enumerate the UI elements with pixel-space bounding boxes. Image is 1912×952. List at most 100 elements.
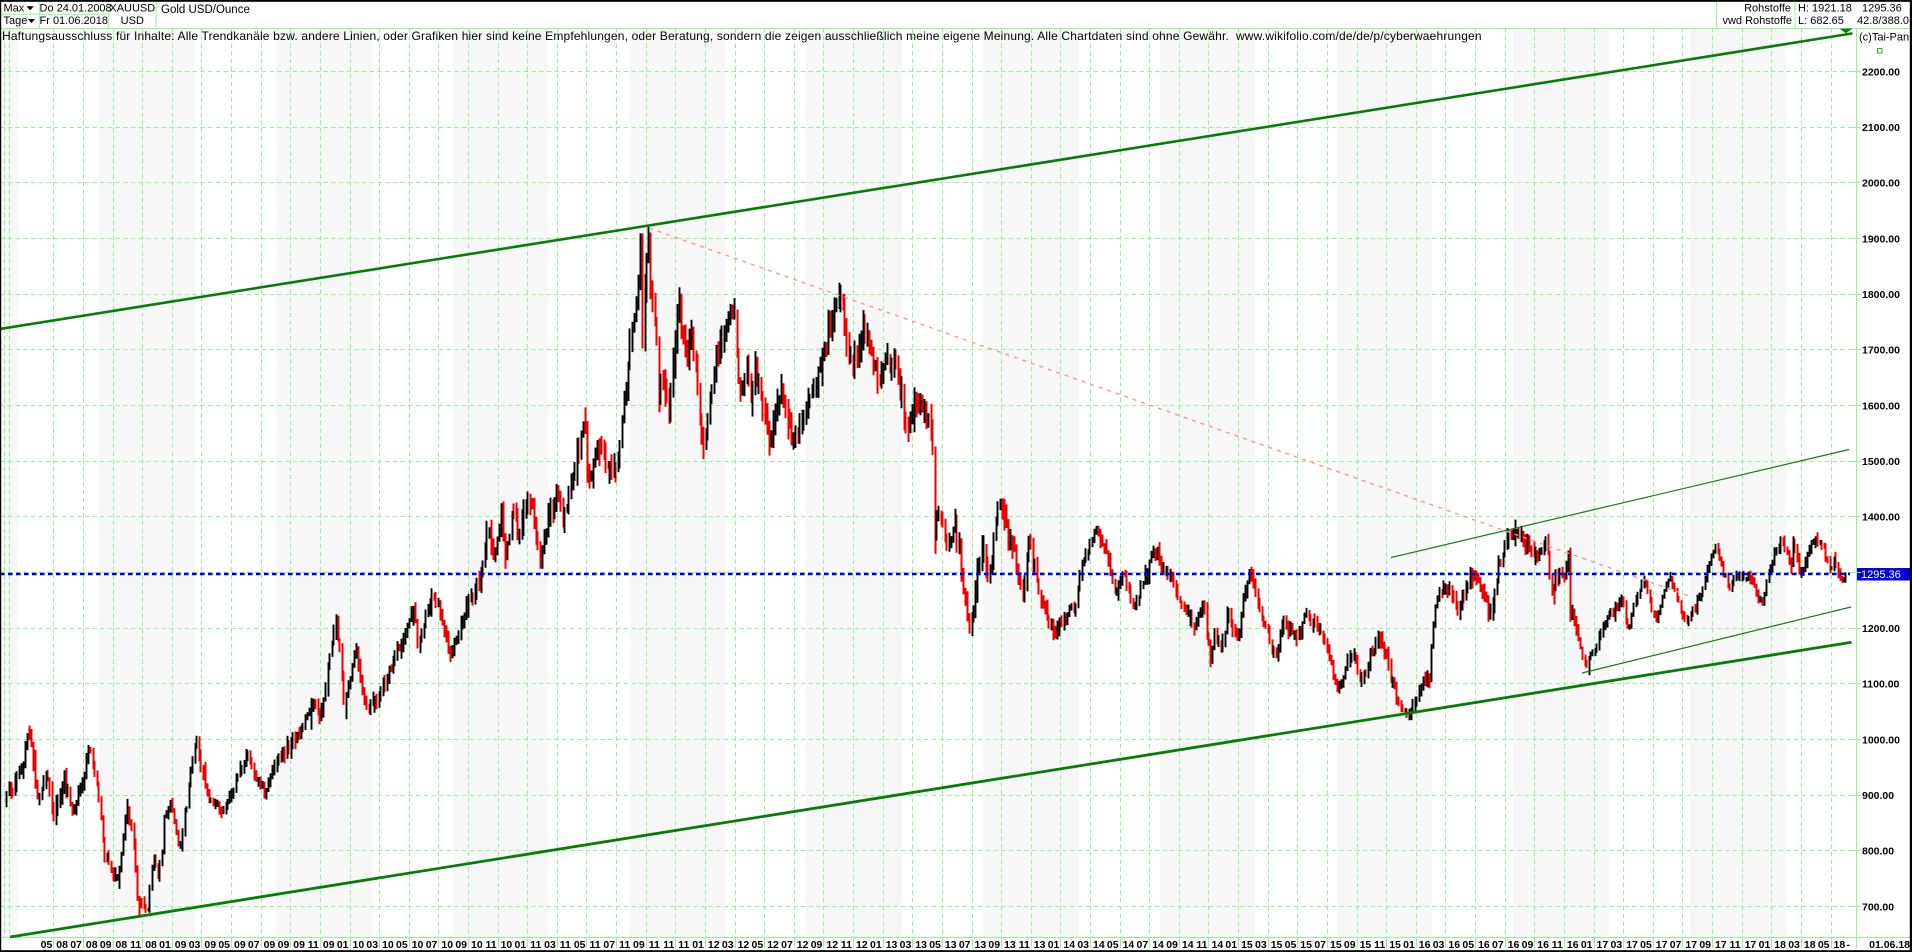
svg-text:11: 11	[485, 939, 496, 951]
svg-text:05: 05	[218, 939, 230, 951]
svg-text:01.06.18: 01.06.18	[1869, 939, 1910, 951]
svg-text:12: 12	[826, 939, 838, 951]
svg-text:01: 01	[1225, 939, 1237, 951]
svg-text:(c)Tai-Pan: (c)Tai-Pan	[1859, 32, 1909, 44]
svg-text:13: 13	[886, 939, 898, 951]
svg-text:09: 09	[100, 939, 112, 951]
svg-text:10: 10	[471, 939, 483, 951]
svg-text:03: 03	[189, 939, 201, 951]
svg-text:13: 13	[975, 939, 987, 951]
svg-text:11: 11	[649, 939, 660, 951]
svg-text:13: 13	[945, 939, 957, 951]
svg-text:09: 09	[204, 939, 216, 951]
svg-text:01: 01	[159, 939, 171, 951]
svg-text:12: 12	[738, 939, 750, 951]
svg-text:07: 07	[1670, 939, 1682, 951]
svg-text:2000.00: 2000.00	[1862, 178, 1900, 190]
svg-text:1800.00: 1800.00	[1862, 289, 1900, 301]
svg-text:17: 17	[1597, 939, 1609, 951]
svg-text:09: 09	[811, 939, 823, 951]
svg-text:Max: Max	[4, 3, 25, 15]
svg-text:09: 09	[264, 939, 276, 951]
svg-text:USD: USD	[121, 15, 144, 27]
svg-text:05: 05	[1640, 939, 1652, 951]
svg-text:07: 07	[603, 939, 615, 951]
svg-text:Gold USD/Ounce: Gold USD/Ounce	[161, 4, 250, 16]
svg-text:09: 09	[1699, 939, 1711, 951]
svg-text:07: 07	[1492, 939, 1504, 951]
svg-text:12: 12	[856, 939, 868, 951]
svg-text:09: 09	[175, 939, 187, 951]
svg-text:09: 09	[323, 939, 335, 951]
svg-text:03: 03	[544, 939, 556, 951]
svg-text:10: 10	[353, 939, 365, 951]
svg-text:1900.00: 1900.00	[1862, 233, 1900, 245]
svg-text:16: 16	[1478, 939, 1490, 951]
svg-text:17: 17	[1656, 939, 1668, 951]
svg-text:1200.00: 1200.00	[1862, 623, 1900, 635]
svg-text:16: 16	[1537, 939, 1549, 951]
svg-text:03: 03	[1255, 939, 1267, 951]
svg-text:14: 14	[1093, 939, 1105, 951]
svg-text:01: 01	[692, 939, 704, 951]
svg-text:09: 09	[1522, 939, 1534, 951]
svg-text:H: 1921.18: H: 1921.18	[1798, 3, 1852, 15]
svg-text:15: 15	[1389, 939, 1401, 951]
svg-text:11: 11	[590, 939, 601, 951]
svg-text:vwd Rohstoffe: vwd Rohstoffe	[1722, 15, 1792, 27]
svg-text:800.00: 800.00	[1862, 846, 1894, 858]
svg-text:Do 24.01.2008: Do 24.01.2008	[40, 3, 112, 15]
svg-text:05: 05	[574, 939, 586, 951]
svg-text:08: 08	[86, 939, 98, 951]
svg-text:11: 11	[1374, 939, 1385, 951]
svg-text:11: 11	[1552, 939, 1563, 951]
svg-text:05: 05	[929, 939, 941, 951]
svg-text:05: 05	[1818, 939, 1830, 951]
svg-text:11: 11	[308, 939, 319, 951]
svg-text:18: 18	[1804, 939, 1816, 951]
svg-text:12: 12	[708, 939, 720, 951]
svg-text:11: 11	[1729, 939, 1740, 951]
svg-text:14: 14	[1182, 939, 1194, 951]
svg-text:1500.00: 1500.00	[1862, 456, 1900, 468]
svg-text:Haftungsausschluss für Inhalte: Haftungsausschluss für Inhalte: Alle Tre…	[2, 29, 1482, 43]
svg-text:18: 18	[1774, 939, 1786, 951]
svg-text:03: 03	[1077, 939, 1089, 951]
svg-text:01: 01	[870, 939, 882, 951]
svg-text:07: 07	[426, 939, 438, 951]
svg-text:14: 14	[1063, 939, 1075, 951]
svg-text:01: 01	[1403, 939, 1415, 951]
svg-text:14: 14	[1123, 939, 1135, 951]
svg-text:15: 15	[1360, 939, 1372, 951]
svg-text:09: 09	[293, 939, 305, 951]
svg-text:09: 09	[1166, 939, 1178, 951]
svg-text:11: 11	[1019, 939, 1030, 951]
svg-text:15: 15	[1241, 939, 1253, 951]
svg-text:03: 03	[722, 939, 734, 951]
svg-text:07: 07	[1137, 939, 1149, 951]
svg-text:09: 09	[988, 939, 1000, 951]
svg-text:2100.00: 2100.00	[1862, 122, 1900, 134]
svg-text:11: 11	[560, 939, 571, 951]
svg-text:01: 01	[337, 939, 349, 951]
svg-text:XAUUSD: XAUUSD	[109, 3, 155, 15]
svg-text:14: 14	[1152, 939, 1164, 951]
svg-text:09: 09	[633, 939, 645, 951]
svg-text:17: 17	[1626, 939, 1638, 951]
svg-text:07: 07	[1314, 939, 1326, 951]
svg-text:Tage: Tage	[4, 15, 28, 27]
svg-text:1000.00: 1000.00	[1862, 734, 1900, 746]
svg-text:05: 05	[396, 939, 408, 951]
svg-text:03: 03	[366, 939, 378, 951]
svg-text:05: 05	[1107, 939, 1119, 951]
svg-text:17: 17	[1745, 939, 1757, 951]
svg-text:09: 09	[234, 939, 246, 951]
svg-text:Fr 01.06.2018: Fr 01.06.2018	[40, 15, 109, 27]
svg-text:1700.00: 1700.00	[1862, 345, 1900, 357]
svg-text:10: 10	[501, 939, 513, 951]
svg-text:1100.00: 1100.00	[1862, 679, 1900, 691]
svg-text:10: 10	[382, 939, 394, 951]
svg-text:16: 16	[1448, 939, 1460, 951]
svg-text:11: 11	[678, 939, 689, 951]
svg-text:11: 11	[530, 939, 541, 951]
